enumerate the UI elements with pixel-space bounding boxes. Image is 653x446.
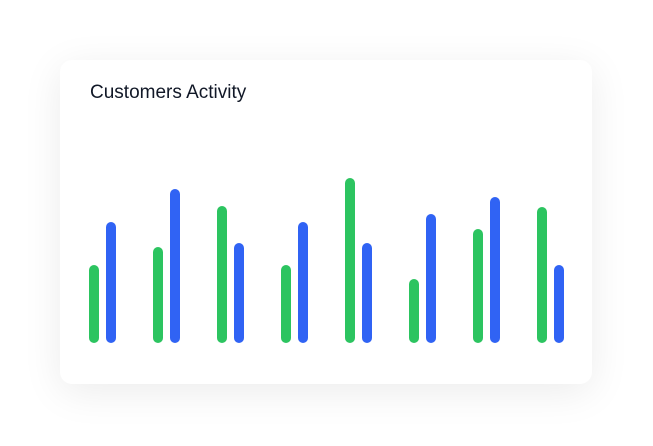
bar (362, 243, 372, 343)
bar (554, 265, 564, 343)
bar (153, 247, 163, 343)
bar (170, 189, 180, 343)
bar (281, 265, 291, 343)
bar (106, 222, 116, 343)
bar (217, 206, 227, 343)
bar (490, 197, 500, 343)
chart-title: Customers Activity (90, 82, 247, 103)
bar (426, 214, 436, 343)
bar (345, 178, 355, 343)
bar (409, 279, 419, 343)
card (60, 60, 592, 384)
bar (234, 243, 244, 343)
bar (473, 229, 483, 343)
bar (537, 207, 547, 343)
bar (89, 265, 99, 343)
bar (298, 222, 308, 343)
